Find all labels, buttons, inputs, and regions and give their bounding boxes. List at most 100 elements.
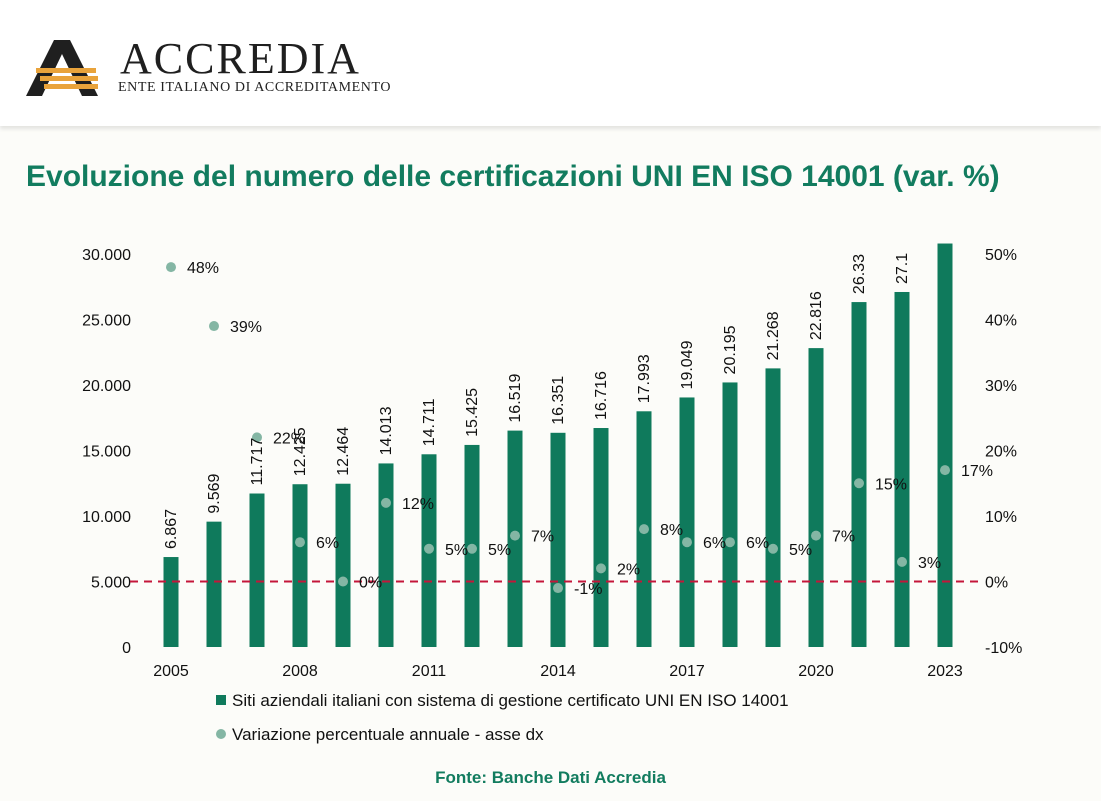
right-axis-ticks: -10% 0% 10% 20% 30% 40% 50% bbox=[985, 247, 1022, 657]
header-bar: ACCREDIA ENTE ITALIANO DI ACCREDITAMENTO bbox=[0, 0, 1101, 126]
left-tick-label: 5.000 bbox=[91, 575, 131, 592]
percent-label: 12% bbox=[402, 496, 434, 513]
point-2015 bbox=[596, 563, 606, 574]
point-2022 bbox=[897, 556, 907, 567]
point-2013 bbox=[510, 530, 520, 541]
point-2020 bbox=[811, 530, 821, 541]
point-2019 bbox=[768, 543, 778, 554]
brand-name: ACCREDIA bbox=[120, 34, 361, 83]
x-tick-label: 2023 bbox=[927, 663, 963, 680]
x-tick-label: 2011 bbox=[412, 663, 447, 680]
point-2018 bbox=[725, 537, 735, 548]
bar-2008 bbox=[292, 484, 308, 647]
bar-value-label: 6.867 bbox=[163, 509, 180, 549]
percent-label: 7% bbox=[832, 529, 855, 546]
left-tick-label: 0 bbox=[122, 640, 131, 657]
bar-value-label: 14.013 bbox=[378, 406, 395, 455]
bar-2005 bbox=[163, 557, 179, 647]
percent-label: 2% bbox=[617, 561, 640, 578]
percent-label: 8% bbox=[660, 522, 683, 539]
bar-2022 bbox=[894, 291, 910, 647]
percent-label: 3% bbox=[918, 555, 941, 572]
bar-2020 bbox=[808, 348, 824, 647]
bar-2019 bbox=[765, 368, 781, 647]
bar-value-label: 20.195 bbox=[722, 325, 739, 374]
bar-value-label: 21.268 bbox=[765, 311, 782, 360]
percent-label: 39% bbox=[230, 319, 262, 336]
point-2016 bbox=[639, 524, 649, 535]
point-2008 bbox=[295, 537, 305, 548]
right-tick-label: -10% bbox=[985, 640, 1022, 657]
bar-2015 bbox=[593, 428, 609, 647]
bar-value-label: 12.425 bbox=[292, 427, 309, 476]
bar-2006 bbox=[206, 521, 222, 647]
point-2012 bbox=[467, 543, 477, 554]
percent-value-labels: 48% 39% 22% 6% 0% 12% 5% 5% 7% -1% 2% 8% 6% 6% 5% 7% 15%… bbox=[187, 260, 993, 598]
x-tick-label: 2017 bbox=[669, 663, 705, 680]
legend-square-icon bbox=[216, 695, 226, 705]
percent-label: 5% bbox=[488, 542, 511, 559]
percent-label: -1% bbox=[574, 581, 602, 598]
point-2006 bbox=[209, 321, 219, 332]
bar-value-label: 27.1 bbox=[894, 253, 911, 284]
point-2014 bbox=[553, 583, 563, 594]
percent-label: 22% bbox=[273, 430, 305, 447]
left-tick-label: 30.000 bbox=[82, 247, 131, 264]
point-2021 bbox=[854, 478, 864, 489]
point-2023 bbox=[940, 465, 950, 476]
source-note: Fonte: Banche Dati Accredia bbox=[435, 768, 666, 787]
bar-series bbox=[163, 243, 953, 647]
percent-label: 6% bbox=[703, 535, 726, 552]
point-2010 bbox=[381, 497, 391, 508]
bar-value-label: 14.711 bbox=[421, 398, 438, 446]
percent-label: 6% bbox=[316, 535, 339, 552]
left-tick-label: 25.000 bbox=[82, 313, 131, 330]
bar-2010 bbox=[378, 463, 394, 647]
right-tick-label: 30% bbox=[985, 378, 1017, 395]
legend-item-variation: Variazione percentuale annuale - asse dx bbox=[216, 723, 544, 747]
bar-value-label: 16.716 bbox=[593, 371, 610, 420]
point-2011 bbox=[424, 543, 434, 554]
left-tick-label: 10.000 bbox=[82, 509, 131, 526]
x-tick-label: 2014 bbox=[540, 663, 576, 680]
bar-value-label: 19.049 bbox=[679, 340, 696, 389]
percent-label: 7% bbox=[531, 529, 554, 546]
legend-item-sites: Siti aziendali italiani con sistema di g… bbox=[216, 689, 789, 713]
percent-series bbox=[166, 262, 950, 594]
percent-label: 6% bbox=[746, 535, 769, 552]
right-tick-label: 20% bbox=[985, 444, 1017, 461]
brand-subtitle: ENTE ITALIANO DI ACCREDITAMENTO bbox=[118, 80, 392, 95]
right-tick-label: 0% bbox=[985, 575, 1008, 592]
point-2005 bbox=[166, 262, 176, 273]
bar-2017 bbox=[679, 397, 695, 647]
bar-value-label: 9.569 bbox=[206, 474, 223, 514]
bar-value-label: 26.33 bbox=[851, 254, 868, 294]
percent-label: 5% bbox=[789, 542, 812, 559]
legend-label-sites: Siti aziendali italiani con sistema di g… bbox=[232, 691, 789, 710]
bar-value-label: 22.816 bbox=[808, 291, 825, 340]
chart-title: Evoluzione del numero delle certificazio… bbox=[26, 160, 1000, 193]
x-tick-label: 2005 bbox=[153, 663, 189, 680]
point-2017 bbox=[682, 537, 692, 548]
percent-label: 5% bbox=[445, 542, 468, 559]
bar-2009 bbox=[335, 483, 351, 647]
accredia-logo-icon bbox=[26, 40, 98, 96]
bar-value-label: 16.519 bbox=[507, 374, 524, 423]
right-tick-label: 40% bbox=[985, 313, 1017, 330]
bar-value-label: 17.993 bbox=[636, 354, 653, 403]
percent-label: 15% bbox=[875, 476, 907, 493]
left-tick-label: 20.000 bbox=[82, 378, 131, 395]
x-tick-label: 2008 bbox=[282, 663, 318, 680]
bar-value-label: 15.425 bbox=[464, 388, 481, 437]
bar-2018 bbox=[722, 382, 738, 647]
percent-label: 17% bbox=[961, 463, 993, 480]
right-tick-label: 50% bbox=[985, 247, 1017, 264]
bar-value-label: 12.464 bbox=[335, 427, 352, 476]
right-tick-label: 10% bbox=[985, 509, 1017, 526]
bar-2014 bbox=[550, 432, 566, 647]
point-2009 bbox=[338, 576, 348, 587]
bar-2021 bbox=[851, 302, 867, 647]
bar-value-label: 11.717 bbox=[249, 438, 266, 486]
left-tick-label: 15.000 bbox=[82, 444, 131, 461]
